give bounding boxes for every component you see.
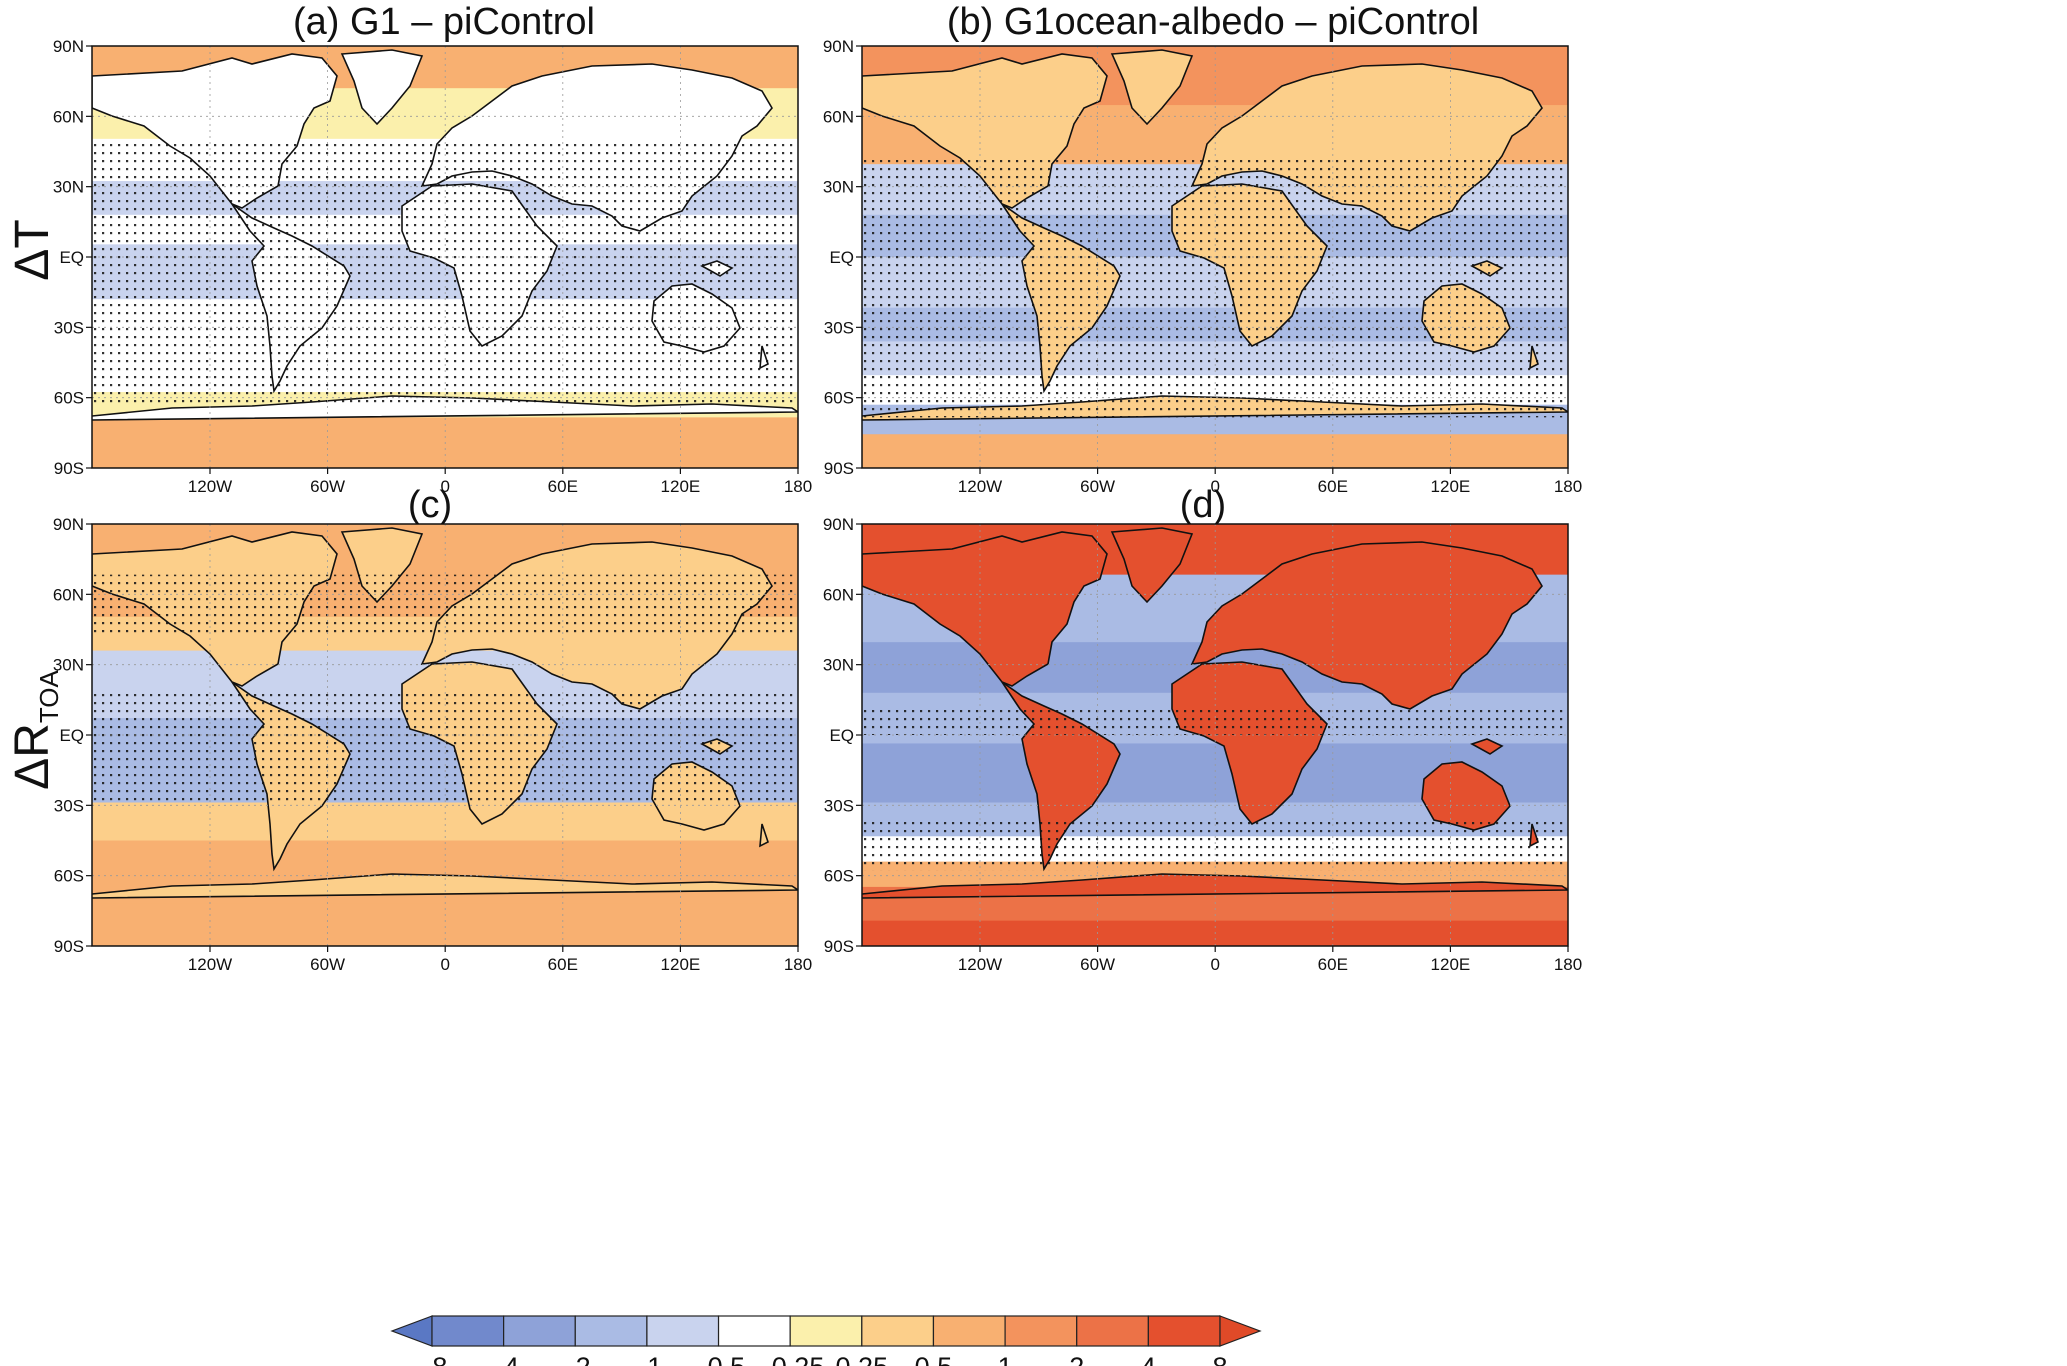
colorbar-tick-label: −0.5 [692, 1352, 745, 1366]
lon-tick-label: 60W [1080, 955, 1115, 974]
row-label-bottom: ΔRTOA [6, 669, 64, 789]
lon-tick-label: 60E [1318, 477, 1348, 496]
map-panel-d: 90N 60N 30N EQ 30S 60S 90S 120W 60W 0 60E 120E 180 [823, 515, 1582, 974]
lon-tick-label: 180 [1554, 477, 1582, 496]
lat-tick-label: EQ [59, 726, 84, 745]
lat-tick-label: 90S [824, 937, 854, 956]
lat-tick-label: 30N [823, 656, 854, 675]
lon-tick-label: 60E [1318, 955, 1348, 974]
lat-tick-label: 90N [53, 37, 84, 56]
colorbar-min-arrow [390, 1315, 433, 1347]
lat-tick-label: 30N [53, 656, 84, 675]
lat-tick-label: 90N [823, 515, 854, 534]
map-panel-b: 90N 60N 30N EQ 30S 60S 90S 120W 60W 0 60E 120E 180 [823, 37, 1582, 496]
lat-tick-label: 60N [53, 107, 84, 126]
colorbar-tick-label: −1 [632, 1352, 663, 1366]
lat-tick-label: 30S [54, 318, 84, 337]
lon-tick-label: 120E [661, 955, 701, 974]
lon-tick-label: 180 [784, 477, 812, 496]
colorbar-tick-label: −0.25 [756, 1352, 824, 1366]
lon-tick-label: 120E [661, 477, 701, 496]
colorbar-swatch [646, 1315, 720, 1347]
colorbar-swatch [1147, 1315, 1221, 1347]
lat-tick-label: 90S [54, 459, 84, 478]
colorbar-swatch [717, 1315, 791, 1347]
colorbar-tick-label: 2 [1069, 1352, 1084, 1366]
lat-tick-label: 60N [53, 585, 84, 604]
lat-tick-label: 60N [823, 107, 854, 126]
panel-a-title: (a) G1 – piControl [293, 1, 595, 43]
map-panel-c: 90N 60N 30N EQ 30S 60S 90S 120W 60W 0 60E 120E 180 [53, 515, 812, 974]
svg-text:ΔRTOA: ΔRTOA [6, 669, 64, 789]
colorbar-swatch [431, 1315, 505, 1347]
lat-tick-label: 30S [54, 796, 84, 815]
lon-tick-label: 0 [1210, 955, 1219, 974]
colorbar-tick-label: −2 [560, 1352, 591, 1366]
colorbar-tick-label: 8 [1212, 1352, 1227, 1366]
lat-tick-label: 60S [54, 389, 84, 408]
lat-tick-label: 60S [824, 867, 854, 886]
colorbar-tick-label: 0.5 [915, 1352, 953, 1366]
lat-band [862, 434, 1568, 468]
panel-c-title: (c) [408, 484, 452, 526]
lon-tick-label: 120W [958, 955, 1002, 974]
lat-tick-label: 60S [54, 867, 84, 886]
lon-tick-label: 120W [188, 955, 232, 974]
map-panel-a: 90N 60N 30N EQ 30S 60S 90S 120W 60W 0 60E 120E 180 [53, 37, 812, 496]
colorbar-tick-label: 0.25 [836, 1352, 889, 1366]
lon-tick-label: 60W [310, 955, 345, 974]
lat-tick-label: EQ [829, 248, 854, 267]
lat-tick-label: 90S [54, 937, 84, 956]
row-label-top: ΔT [6, 219, 59, 280]
lat-tick-label: 60S [824, 389, 854, 408]
lat-tick-label: EQ [59, 248, 84, 267]
lat-band [92, 903, 798, 946]
panel-b-title: (b) G1ocean-albedo – piControl [947, 1, 1479, 43]
lat-tick-label: 30N [53, 178, 84, 197]
lat-tick-label: 30S [824, 796, 854, 815]
colorbar-tick-label: 1 [998, 1352, 1013, 1366]
svg-text:ΔT: ΔT [6, 219, 59, 280]
lon-tick-label: 60E [548, 477, 578, 496]
stippling [92, 574, 798, 634]
colorbar-swatch [789, 1315, 863, 1347]
lat-tick-label: 90S [824, 459, 854, 478]
panel-d-title: (d) [1180, 484, 1226, 526]
lon-tick-label: 60W [310, 477, 345, 496]
colorbar-tick-label: −4 [488, 1352, 519, 1366]
lat-tick-label: 60N [823, 585, 854, 604]
colorbar-swatch [503, 1315, 576, 1347]
colorbar-swatch [1076, 1315, 1149, 1347]
colorbar-swatch [1004, 1315, 1078, 1347]
lon-tick-label: 120W [188, 477, 232, 496]
row-label-top-main: ΔT [6, 219, 59, 280]
row-label-bottom-main: ΔR [6, 723, 59, 790]
colorbar-tick-label: 4 [1141, 1352, 1156, 1366]
lon-tick-label: 180 [784, 955, 812, 974]
colorbar-swatch [574, 1315, 648, 1347]
colorbar-max-arrow [1219, 1315, 1262, 1347]
lat-tick-label: EQ [829, 726, 854, 745]
colorbar-tick-label: −8 [417, 1352, 448, 1366]
colorbar-swatch [932, 1315, 1006, 1347]
lon-tick-label: 0 [440, 955, 449, 974]
lat-tick-label: 30S [824, 318, 854, 337]
colorbar: −8 −4 −2 −1 −0.5 −0.25 0.25 0.5 1 2 4 8 [390, 1315, 1262, 1366]
lon-tick-label: 0 [1210, 477, 1219, 496]
lat-tick-label: 30N [823, 178, 854, 197]
colorbar-swatch [861, 1315, 935, 1347]
lon-tick-label: 180 [1554, 955, 1582, 974]
lon-tick-label: 120E [1431, 955, 1471, 974]
row-label-bottom-sub: TOA [34, 669, 64, 723]
lat-tick-label: 90N [53, 515, 84, 534]
lon-tick-label: 0 [440, 477, 449, 496]
lon-tick-label: 60E [548, 955, 578, 974]
lon-tick-label: 60W [1080, 477, 1115, 496]
lat-tick-label: 90N [823, 37, 854, 56]
lon-tick-label: 120W [958, 477, 1002, 496]
stippling [92, 138, 798, 405]
lon-tick-label: 120E [1431, 477, 1471, 496]
